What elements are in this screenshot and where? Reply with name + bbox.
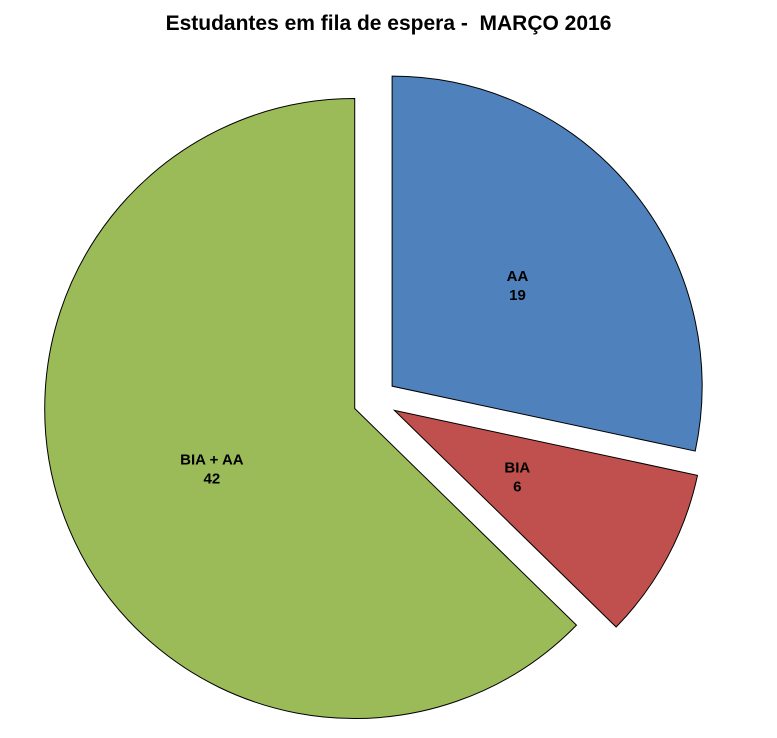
pie-slice-bia xyxy=(392,409,699,628)
pie-slice-bia-aa xyxy=(44,98,578,720)
chart-title: Estudantes em fila de espera - MARÇO 201… xyxy=(165,12,612,35)
pie-label-bia-aa: BIA + AA 42 xyxy=(180,452,244,488)
pie-slice-aa xyxy=(391,75,703,452)
pie-label-bia: BIA 6 xyxy=(504,459,530,495)
pie-label-aa: AA 19 xyxy=(507,268,529,304)
